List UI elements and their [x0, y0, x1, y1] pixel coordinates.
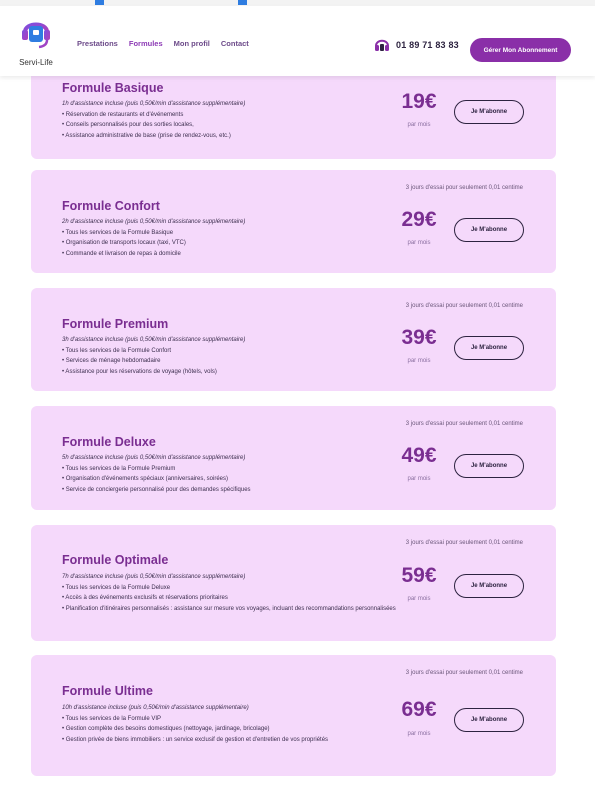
nav-prestations[interactable]: Prestations: [77, 39, 118, 48]
formula-price: 39€: [401, 326, 437, 349]
formula-title: Formule Premium: [62, 317, 169, 331]
price-period: par mois: [407, 731, 431, 737]
formula-description: 7h d'assistance incluse (puis 0,50€/min …: [62, 572, 402, 614]
formula-item: • Gestion complète des besoins domestiqu…: [62, 726, 270, 732]
formula-description: 5h d'assistance incluse (puis 0,50€/min …: [62, 453, 402, 495]
assistance-note: 7h d'assistance incluse (puis 0,50€/min …: [62, 574, 246, 580]
trial-offer: 3 jours d'essai pour seulement 0,01 cent…: [405, 303, 523, 309]
formula-item: • Organisation d'événements spéciaux (an…: [62, 476, 228, 482]
price-period: par mois: [407, 358, 431, 364]
formula-item: • Commande et livraison de repas à domic…: [62, 250, 181, 257]
formula-item: • Organisation de transports locaux (tax…: [62, 240, 186, 246]
formula-item: • Gestion privée de biens immobiliers : …: [62, 736, 329, 743]
logo-text: Servi-Life: [19, 58, 53, 67]
assistance-note: 1h d'assistance incluse (puis 0,50€/min …: [62, 101, 246, 107]
site-header: Servi-Life Prestations Formules Mon prof…: [0, 6, 595, 76]
formula-description: 3h d'assistance incluse (puis 0,50€/min …: [62, 335, 402, 377]
nav-formules[interactable]: Formules: [128, 39, 163, 48]
assistance-note: 5h d'assistance incluse (puis 0,50€/min …: [62, 455, 246, 461]
main-nav: Prestations Formules Mon profil Contact: [77, 39, 249, 48]
price-period: par mois: [407, 240, 431, 246]
logo[interactable]: Servi-Life: [10, 14, 62, 72]
assistance-note: 3h d'assistance incluse (puis 0,50€/min …: [62, 337, 246, 343]
formula-title: Formule Ultime: [62, 684, 153, 698]
formula-price: 49€: [401, 444, 437, 467]
formula-card-confort: 3 jours d'essai pour seulement 0,01 cent…: [31, 170, 556, 273]
formula-item: • Accès à des événements exclusifs et ré…: [62, 595, 228, 601]
subscribe-button[interactable]: Je M'abonne: [454, 574, 524, 598]
formula-item: • Tous les services de la Formule Basiqu…: [62, 229, 174, 236]
trial-offer: 3 jours d'essai pour seulement 0,01 cent…: [405, 421, 523, 427]
trial-offer: 3 jours d'essai pour seulement 0,01 cent…: [405, 670, 523, 676]
formula-description: 1h d'assistance incluse (puis 0,50€/min …: [62, 99, 402, 141]
price-period: par mois: [407, 596, 431, 602]
formula-item: • Services de ménage hebdomadaire: [62, 358, 161, 364]
formula-item: • Assistance pour les réservations de vo…: [62, 368, 217, 375]
phone-contact[interactable]: 01 89 71 83 83: [373, 36, 459, 54]
assistance-note: 2h d'assistance incluse (puis 0,50€/min …: [62, 219, 246, 225]
formula-card-deluxe: 3 jours d'essai pour seulement 0,01 cent…: [31, 406, 556, 510]
subscribe-button[interactable]: Je M'abonne: [454, 100, 524, 124]
formula-item: • Tous les services de la Formule Premiu…: [62, 465, 176, 472]
phone-number: 01 89 71 83 83: [396, 40, 459, 50]
subscribe-button[interactable]: Je M'abonne: [454, 454, 524, 478]
formula-item: • Réservation de restaurants et d'événem…: [62, 111, 184, 118]
clipped-checkbox-icon: [238, 0, 247, 5]
nav-mon-profil[interactable]: Mon profil: [173, 39, 210, 48]
formula-title: Formule Optimale: [62, 553, 169, 567]
formula-card-basique: Formule Basique 1h d'assistance incluse …: [31, 70, 556, 159]
formula-description: 10h d'assistance incluse (puis 0,50€/min…: [62, 703, 402, 745]
formula-item: • Tous les services de la Formule Deluxe: [62, 584, 171, 591]
clipped-checkbox-icon: [95, 0, 104, 5]
formula-item: • Tous les services de la Formule VIP: [62, 715, 162, 722]
formula-item: • Planification d'itinéraires personnali…: [62, 605, 396, 612]
top-clipped-strip: [0, 0, 595, 6]
subscribe-button[interactable]: Je M'abonne: [454, 336, 524, 360]
formula-item: • Assistance administrative de base (pri…: [62, 132, 231, 139]
price-period: par mois: [407, 122, 431, 128]
manage-subscription-button[interactable]: Gérer Mon Abonnement: [470, 38, 571, 62]
formula-card-optimale: 3 jours d'essai pour seulement 0,01 cent…: [31, 525, 556, 641]
formula-price: 19€: [401, 90, 437, 113]
formula-item: • Tous les services de la Formule Confor…: [62, 347, 172, 354]
headset-icon: [373, 36, 391, 54]
price-period: par mois: [407, 476, 431, 482]
formula-title: Formule Deluxe: [62, 435, 156, 449]
formula-card-ultime: 3 jours d'essai pour seulement 0,01 cent…: [31, 655, 556, 776]
trial-offer: 3 jours d'essai pour seulement 0,01 cent…: [405, 185, 523, 191]
trial-offer: 3 jours d'essai pour seulement 0,01 cent…: [405, 540, 523, 546]
formula-price: 59€: [401, 564, 437, 587]
formula-item: • Service de conciergerie personnalisé p…: [62, 486, 251, 493]
formula-price: 29€: [401, 208, 437, 231]
formula-title: Formule Confort: [62, 199, 160, 213]
nav-contact[interactable]: Contact: [220, 39, 249, 48]
subscribe-button[interactable]: Je M'abonne: [454, 708, 524, 732]
formula-price: 69€: [401, 698, 437, 721]
formula-title: Formule Basique: [62, 81, 164, 95]
formula-item: • Conseils personnalisés pour des sortie…: [62, 122, 194, 128]
formula-description: 2h d'assistance incluse (puis 0,50€/min …: [62, 217, 402, 259]
assistance-note: 10h d'assistance incluse (puis 0,50€/min…: [62, 705, 249, 711]
formula-card-premium: 3 jours d'essai pour seulement 0,01 cent…: [31, 288, 556, 391]
headset-logo-icon: [22, 22, 50, 49]
subscribe-button[interactable]: Je M'abonne: [454, 218, 524, 242]
